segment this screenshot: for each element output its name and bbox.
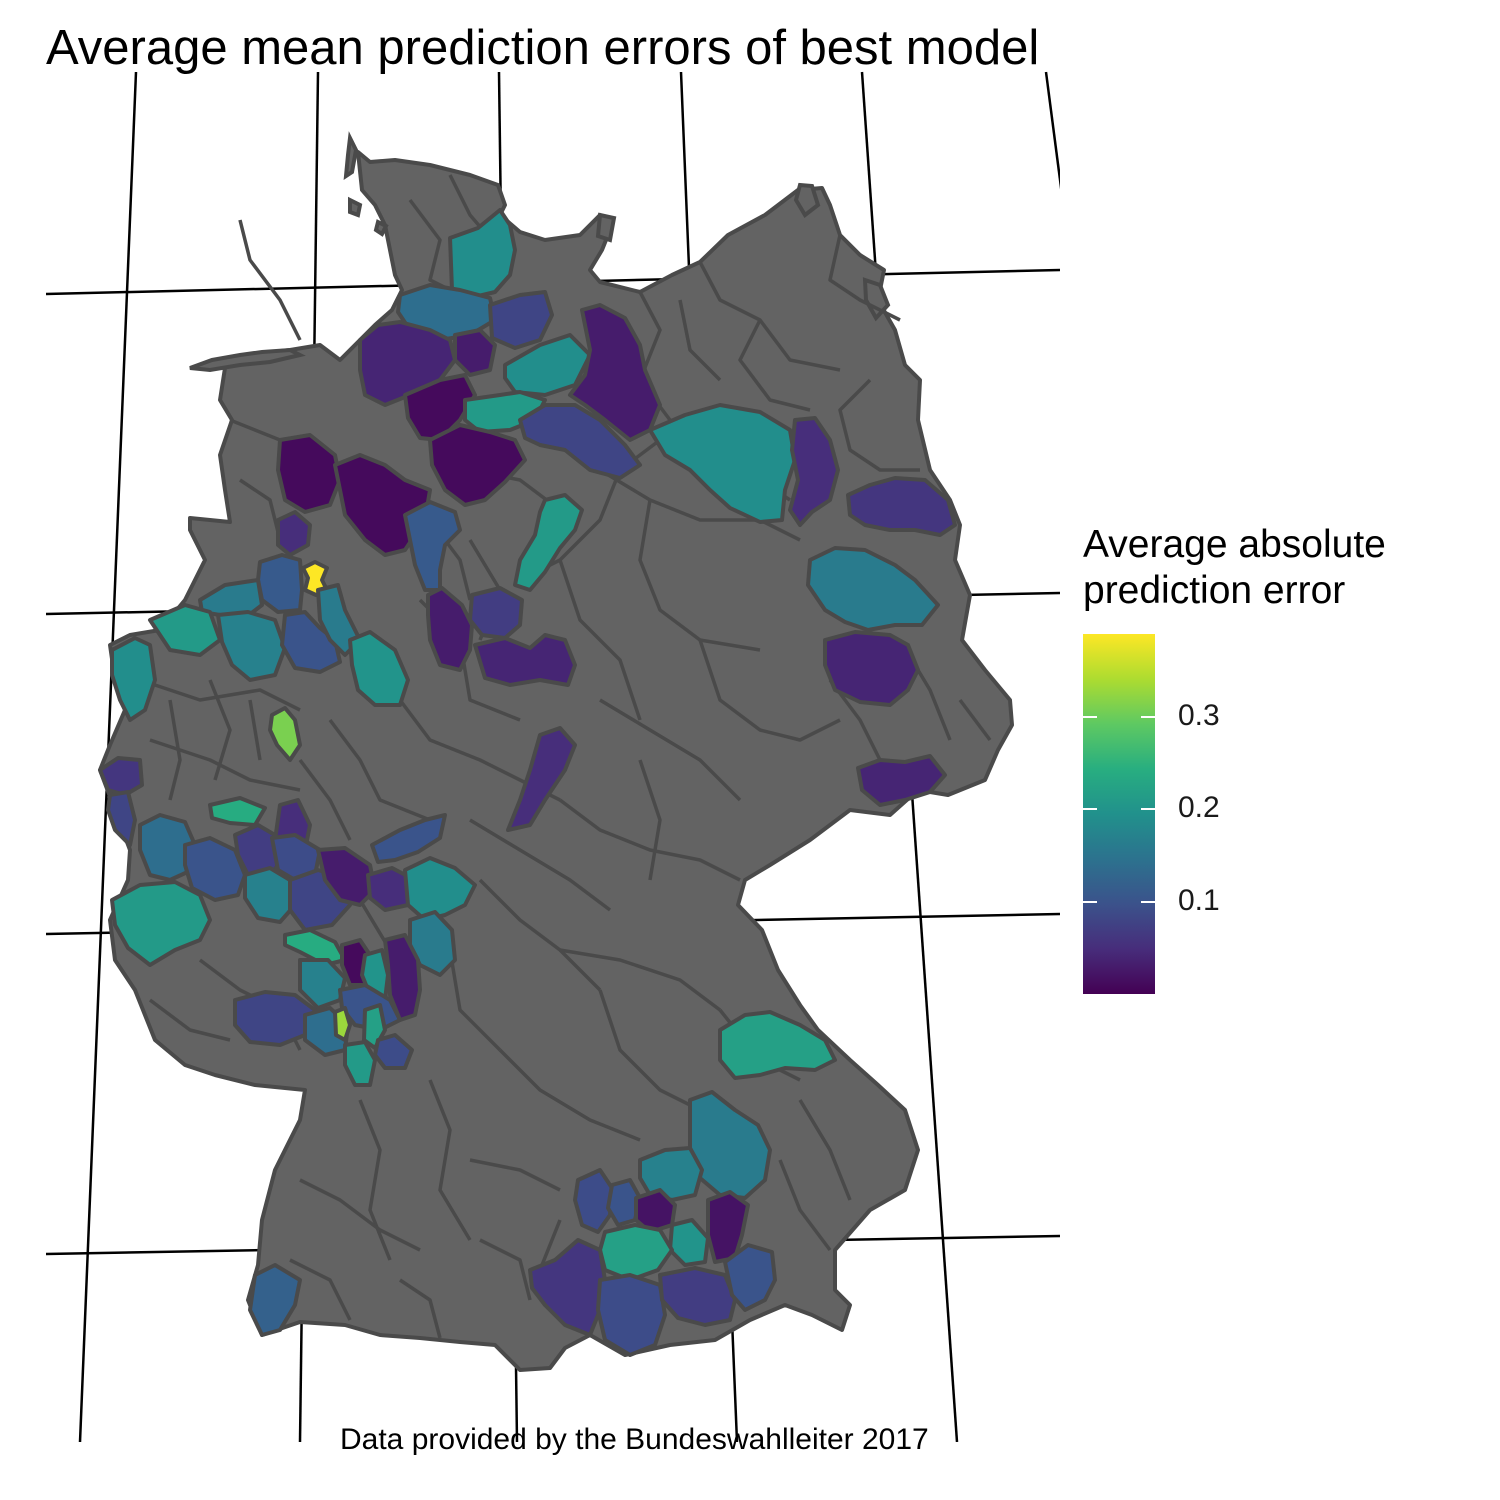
legend-colorbar xyxy=(1083,634,1155,994)
island xyxy=(595,212,617,243)
district xyxy=(333,1006,352,1042)
district xyxy=(473,633,577,687)
district xyxy=(718,1010,837,1080)
district xyxy=(723,1243,777,1312)
legend-tick-label: 0.3 xyxy=(1178,699,1220,733)
district xyxy=(403,856,477,922)
island xyxy=(348,196,363,218)
district xyxy=(596,1273,667,1357)
district xyxy=(513,493,584,592)
island xyxy=(793,182,821,218)
legend-gradient xyxy=(1083,634,1155,994)
district xyxy=(348,630,410,707)
district xyxy=(428,423,527,507)
island xyxy=(373,219,389,237)
legend-title: Average absolute prediction error xyxy=(1083,522,1386,614)
district xyxy=(568,303,662,442)
district xyxy=(373,1033,414,1070)
legend-tick-mark xyxy=(1083,808,1097,811)
legend-tick-mark xyxy=(1083,900,1097,903)
district xyxy=(370,813,447,864)
legend-tick-mark xyxy=(1141,900,1155,903)
district xyxy=(468,586,524,640)
district xyxy=(110,636,157,722)
island xyxy=(189,347,306,373)
legend-title-line: prediction error xyxy=(1083,569,1346,612)
district xyxy=(453,328,497,377)
legend-tick-label: 0.2 xyxy=(1178,791,1220,825)
district xyxy=(343,1040,377,1087)
district xyxy=(573,1168,614,1234)
district xyxy=(503,333,592,397)
district xyxy=(276,510,312,557)
district xyxy=(280,610,342,674)
district xyxy=(110,880,212,967)
district xyxy=(316,846,377,907)
district xyxy=(788,416,840,527)
district xyxy=(403,373,477,442)
island xyxy=(343,131,359,180)
district xyxy=(638,1146,704,1202)
district xyxy=(183,836,247,902)
graticule-meridian xyxy=(1044,71,1060,190)
map-title: Average mean prediction errors of best m… xyxy=(46,21,1040,75)
district xyxy=(248,1263,302,1337)
district xyxy=(256,553,304,614)
district xyxy=(506,726,577,832)
district xyxy=(283,928,347,967)
district xyxy=(823,630,920,707)
legend-tick-mark xyxy=(1141,808,1155,811)
district xyxy=(148,603,222,657)
district xyxy=(488,290,554,350)
district xyxy=(106,790,137,847)
district xyxy=(426,586,474,672)
district xyxy=(98,756,144,797)
legend-tick-mark xyxy=(1083,716,1097,719)
district xyxy=(243,866,297,924)
district xyxy=(658,1266,737,1327)
legend-tick-label: 0.1 xyxy=(1178,883,1220,917)
data-source-caption: Data provided by the Bundeswahlleiter 20… xyxy=(340,1423,929,1456)
legend-title-line: Average absolute xyxy=(1083,523,1386,566)
legend-tick-mark xyxy=(1141,716,1155,719)
district xyxy=(806,546,940,632)
district xyxy=(648,403,797,524)
district xyxy=(216,610,287,682)
district xyxy=(276,433,342,514)
colored-districts xyxy=(98,208,957,1357)
district xyxy=(268,706,302,762)
district xyxy=(518,403,642,480)
district xyxy=(403,500,462,592)
district xyxy=(846,476,957,537)
district xyxy=(856,754,947,807)
